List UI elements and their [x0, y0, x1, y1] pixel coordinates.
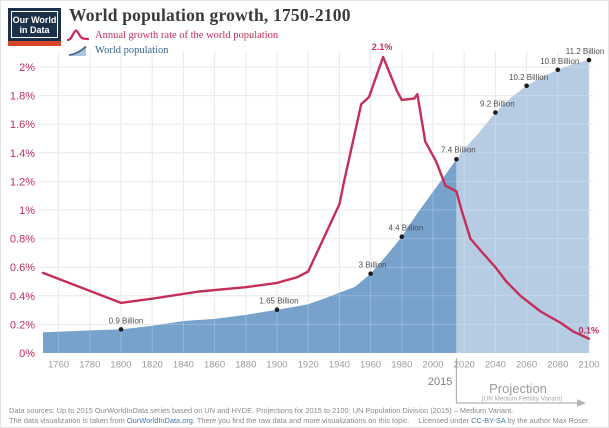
- x-axis-tick-label: 1880: [235, 360, 256, 371]
- projection-sublabel: (UN Medium Fertility Variant): [482, 396, 563, 403]
- projection-marker: 2015 Projection(UN Medium Fertility Varia…: [428, 358, 586, 407]
- y-axis-tick-label: 1%: [19, 205, 35, 217]
- data-point: [555, 67, 561, 73]
- y-axis-tick-label: 0.4%: [10, 291, 35, 303]
- data-point-label: 10.8 Billion: [540, 57, 579, 66]
- data-point: [524, 83, 529, 89]
- data-point-label: 3 Billion: [359, 261, 387, 270]
- projection-arrowhead: [577, 399, 586, 407]
- data-point-label: 4.4 Billion: [388, 224, 423, 233]
- population-area-projection: [456, 60, 589, 353]
- y-axis-tick-label: 1.4%: [10, 148, 35, 160]
- logo-line1: Our World: [12, 14, 57, 25]
- x-axis-tick-label: 1780: [79, 360, 100, 371]
- x-axis-tick-label: 2080: [547, 360, 568, 371]
- population-legend-icon: [68, 45, 87, 56]
- x-axis-tick-label: 2020: [454, 360, 475, 371]
- x-axis-tick-label: 1900: [266, 360, 287, 371]
- x-axis-tick-label: 1860: [204, 360, 225, 371]
- legend-label-growth-rate: Annual growth rate of the world populati…: [95, 29, 279, 41]
- page-title: World population growth, 1750-2100: [69, 5, 351, 25]
- license-note: Licensed under CC-BY-SA by the author Ma…: [418, 415, 590, 425]
- growth-rate-line: [41, 55, 591, 340]
- y-axis-tick-label: 0.8%: [10, 234, 35, 246]
- y-axis-tick-label: 1.2%: [10, 176, 35, 188]
- data-point-label: 9.2 Billion: [480, 100, 515, 109]
- y-axis-tick-label: 1.6%: [10, 119, 35, 131]
- x-axis-labels: 1760 1780 1800 1820 1840 1860 1880 1900 1920 1940…: [48, 360, 600, 371]
- x-axis-tick-label: 1980: [391, 360, 412, 371]
- footer-credits: Data sources: Up to 2015 OurWorldInData …: [9, 406, 608, 425]
- data-point-label: 0.9 Billion: [109, 316, 144, 325]
- owid-logo[interactable]: Our World in Data: [8, 8, 61, 46]
- y-axis-tick-label: 0.6%: [10, 262, 35, 274]
- data-point-label: 1.65 Billion: [259, 297, 298, 306]
- x-axis-tick-label: 2060: [516, 360, 537, 371]
- x-axis-tick-label: 1920: [298, 360, 319, 371]
- data-point: [399, 234, 405, 239]
- growth-annotation: 0.1%: [578, 326, 599, 336]
- data-point-label: 11.2 Billion: [566, 47, 605, 56]
- growth-rate-legend-icon: [67, 28, 90, 41]
- x-axis-tick-label: 2000: [422, 360, 443, 371]
- x-axis-tick-label: 1760: [48, 360, 69, 371]
- data-point: [454, 157, 459, 162]
- legend-row-growth: Annual growth rate of the world populati…: [67, 28, 278, 42]
- projection-label: Projection: [489, 381, 547, 396]
- y-axis-labels: 0% 0.2% 0.4% 0.6% 0.8% 1% 1.2% 1.4% 1.6% 1.8% 2%: [10, 62, 35, 360]
- data-point: [493, 110, 498, 115]
- y-axis-tick-label: 0%: [19, 348, 35, 360]
- x-axis-tick-label: 1820: [142, 360, 163, 371]
- footer-visualization-note: The data visualization is taken from Our…: [9, 415, 410, 425]
- legend-row-population: World population: [67, 43, 278, 57]
- data-point: [274, 307, 280, 313]
- data-point: [586, 57, 592, 63]
- population-point-labels: 0.9 Billion 1.65 Billion 3 Billion 4.4 Bill…: [109, 47, 605, 332]
- projection-year-label: 2015: [428, 376, 452, 388]
- y-axis-tick-label: 1.8%: [10, 91, 35, 103]
- data-point: [118, 327, 124, 332]
- y-axis-tick-label: 2%: [19, 62, 35, 74]
- x-axis-tick-label: 2100: [578, 360, 599, 371]
- x-axis-tick-label: 1940: [329, 360, 350, 371]
- data-point-label: 7.4 Billion: [441, 145, 476, 154]
- footer-data-sources: Data sources: Up to 2015 OurWorldInData …: [9, 406, 514, 415]
- growth-annotation: 2.1%: [372, 42, 393, 52]
- legend-label-population: World population: [95, 44, 169, 56]
- x-axis-tick-label: 2040: [485, 360, 506, 371]
- x-axis-tick-label: 1800: [110, 360, 131, 371]
- x-axis-tick-label: 1960: [360, 360, 381, 371]
- y-axis-tick-label: 0.2%: [10, 319, 35, 331]
- data-point-label: 10.2 Billion: [509, 73, 548, 82]
- data-point: [368, 271, 373, 277]
- grid-over: [39, 51, 593, 353]
- chart-legend: Annual growth rate of the world populati…: [67, 28, 278, 58]
- owid-logo-text: Our World in Data: [11, 11, 58, 38]
- projection-bracket: [455, 358, 578, 404]
- owid-org-link[interactable]: OurWorldInData.org: [126, 415, 193, 425]
- cc-by-sa-link[interactable]: CC-BY-SA: [471, 415, 506, 425]
- population-area-historic: [43, 159, 457, 353]
- logo-red-bar: [8, 41, 61, 46]
- logo-line2: in Data: [19, 24, 50, 35]
- x-axis-tick-label: 1840: [173, 360, 194, 371]
